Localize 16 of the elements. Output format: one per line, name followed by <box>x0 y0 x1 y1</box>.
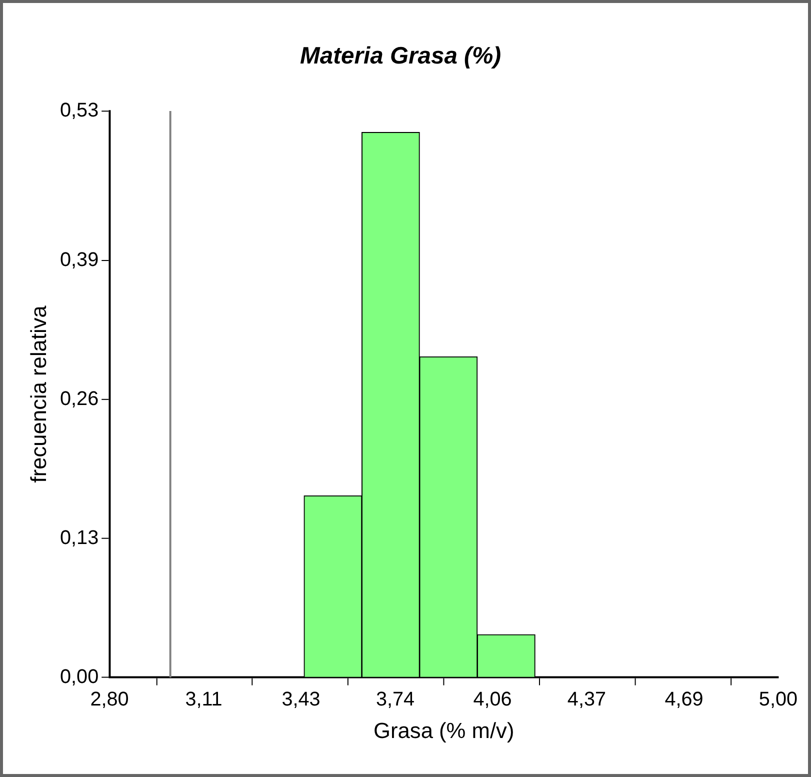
y-tick-label: 0,00 <box>60 666 99 688</box>
x-tick-label: 3,11 <box>185 688 222 711</box>
x-tick-label: 4,06 <box>473 688 512 711</box>
x-axis-title: Grasa (% m/v) <box>374 718 514 744</box>
y-tick-label: 0,26 <box>60 388 99 410</box>
x-tick-label: 3,74 <box>376 688 415 711</box>
x-tick-label: 4,69 <box>664 688 704 711</box>
y-tick-label: 0,39 <box>60 249 99 272</box>
x-tick-label: 4,37 <box>567 688 606 711</box>
x-tick-label: 2,80 <box>90 688 129 711</box>
y-axis-title: frecuencia relativa <box>26 304 51 483</box>
y-tick-label: 0,53 <box>60 99 99 122</box>
y-tick-label: 0,13 <box>60 526 99 549</box>
chart-title: Materia Grasa (%) <box>300 42 502 70</box>
x-tick-label: 5,00 <box>758 688 798 711</box>
x-tick-label: 3,43 <box>282 688 320 711</box>
